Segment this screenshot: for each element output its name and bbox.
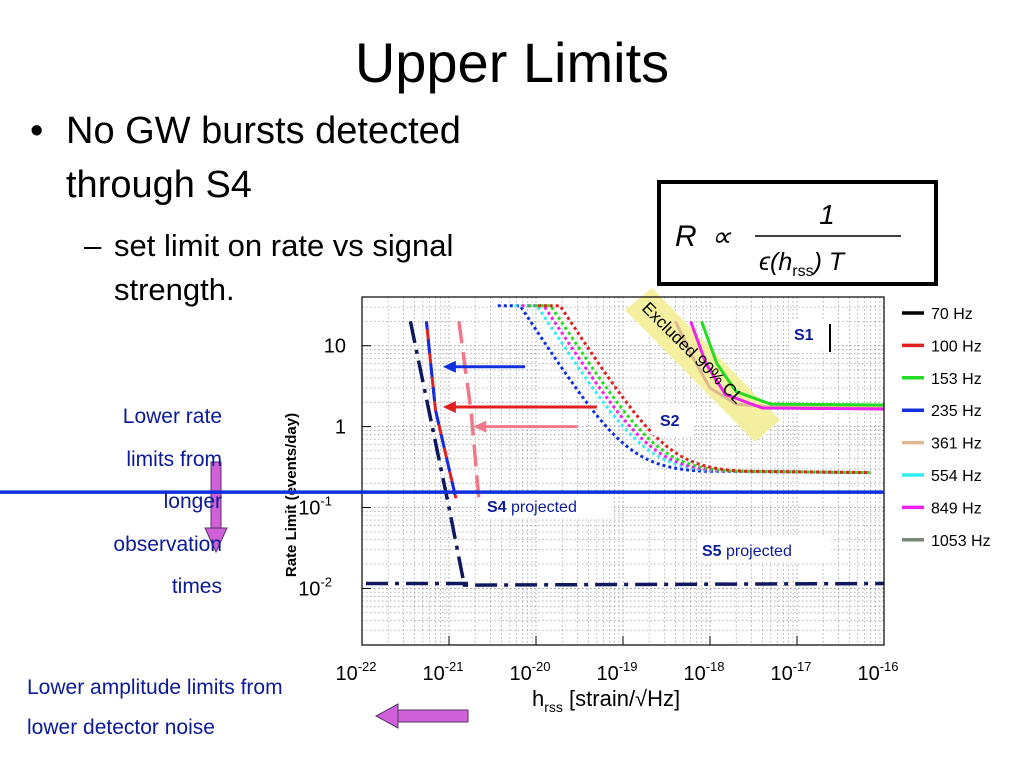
rate-arrow-head xyxy=(442,400,456,413)
rate-note-line: limits from xyxy=(126,447,222,471)
x-tick-label: 10-16 xyxy=(857,659,898,685)
legend-box xyxy=(887,297,1024,557)
legend-label: 554 Hz xyxy=(931,468,982,485)
s2-label: S2 xyxy=(660,413,680,430)
x-tick-label: 10-20 xyxy=(509,659,550,685)
y-tick-label: 10 xyxy=(324,336,346,358)
rate-note-line: observation xyxy=(113,532,222,556)
sub-bullet-marker: – xyxy=(84,228,102,263)
legend-label: 235 Hz xyxy=(931,403,982,420)
s1-label: S1 xyxy=(794,327,814,344)
formula-relation: ∝ xyxy=(711,221,732,252)
rate-note-line: times xyxy=(171,575,222,598)
sub-bullet-text: set limit on rate vs signal strength. xyxy=(114,228,454,307)
x-tick-label: 10-22 xyxy=(335,659,376,685)
y-tick-label: 10-2 xyxy=(298,574,332,600)
rate-formula: R ∝ 1 ϵ(hrss) T xyxy=(657,180,938,286)
x-tick-label: 10-18 xyxy=(683,659,724,685)
amplitude-note-line: Lower amplitude limits from xyxy=(27,676,283,699)
legend-label: 849 Hz xyxy=(931,500,982,517)
s4-projected-label: S4 projected xyxy=(487,499,577,516)
s4-curve-235hz xyxy=(424,321,458,499)
s2-dotted-curve xyxy=(537,304,871,475)
amplitude-note-line: lower detector noise xyxy=(27,716,215,739)
rate-arrow-head xyxy=(442,360,456,373)
formula-numerator: 1 xyxy=(819,199,835,230)
legend-label: 100 Hz xyxy=(931,338,982,355)
bullet-marker: • xyxy=(30,110,44,152)
s5-projected-label: S5 projected xyxy=(702,543,792,560)
y-axis-label: Rate Limit (events/day) xyxy=(283,413,300,577)
amplitude-note: Lower amplitude limits from lower detect… xyxy=(27,668,283,748)
x-axis-label: hrss [strain/√Hz] xyxy=(532,686,680,715)
rate-note-line: Lower rate xyxy=(122,405,222,428)
s5-label-box xyxy=(697,536,831,562)
slide-title: Upper Limits xyxy=(354,31,670,94)
x-tick-label: 10-17 xyxy=(770,659,811,685)
rate-arrow-head xyxy=(473,420,487,433)
legend-label: 153 Hz xyxy=(931,371,982,388)
left-arrow xyxy=(374,703,469,729)
legend-label: 70 Hz xyxy=(931,306,973,323)
s2-label-box xyxy=(652,405,694,435)
rate-limit-note: Lower rate limits from longer observatio… xyxy=(60,396,222,609)
s4-label-box xyxy=(481,492,613,518)
legend-label: 361 Hz xyxy=(931,436,982,453)
x-tick-label: 10-21 xyxy=(422,659,463,685)
formula-denominator: ϵ(hrss) T xyxy=(759,248,846,280)
formula-lhs: R xyxy=(675,220,697,253)
rate-note-line: longer xyxy=(163,490,222,513)
s2-dotted-curve xyxy=(528,304,871,475)
s1-curve xyxy=(689,320,884,411)
legend: 70 Hz 100 Hz 153 Hz 235 Hz 361 Hz 554 Hz 849 H… xyxy=(887,297,1024,557)
s1-label-box xyxy=(789,320,831,350)
x-tick-label: 10-19 xyxy=(596,659,637,685)
main-bullet-text: No GW bursts detected through S4 xyxy=(66,110,461,206)
y-tick-label: 1 xyxy=(335,417,346,439)
s2-dotted-curve xyxy=(497,304,871,475)
y-tick-label: 10-1 xyxy=(298,494,332,520)
down-arrow xyxy=(204,461,228,554)
s1-curve xyxy=(700,320,884,407)
legend-label: 1053 Hz xyxy=(931,533,991,550)
